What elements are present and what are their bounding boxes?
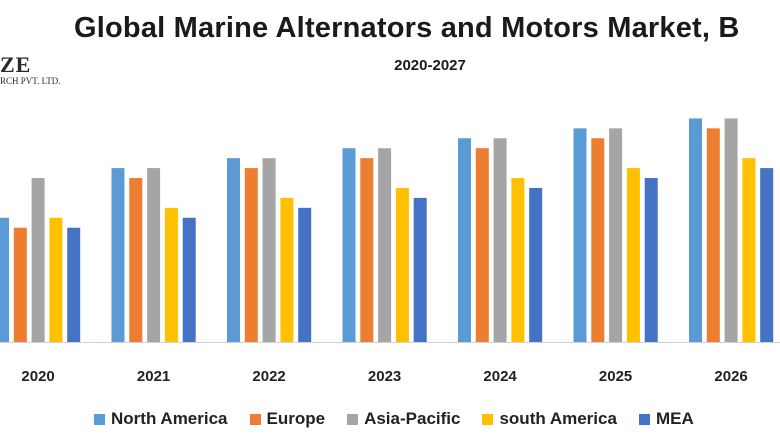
bar-2023-north-america	[342, 148, 356, 342]
legend-swatch	[249, 413, 261, 425]
legend-label: Asia-Pacific	[364, 409, 461, 428]
bar-2025-south-america	[626, 168, 640, 342]
bar-2024-europe	[475, 148, 489, 342]
chart-legend: North America Europe Asia-Pacific south Ame…	[94, 409, 716, 429]
bar-2022-mea	[298, 207, 312, 342]
legend-label: North America	[111, 409, 228, 428]
bar-2020-south-america	[49, 217, 63, 342]
bar-2021-asia-pacific	[147, 168, 161, 342]
legend-item-south-america: south America	[482, 409, 617, 429]
bar-2024-asia-pacific	[493, 138, 507, 342]
legend-swatch	[347, 413, 359, 425]
legend-item-mea: MEA	[638, 409, 694, 429]
legend-label: Europe	[266, 409, 326, 428]
bar-2025-asia-pacific	[609, 128, 623, 342]
x-tick-label: 2024	[483, 368, 517, 385]
bar-2026-europe	[706, 128, 720, 342]
legend-label: south America	[499, 409, 617, 428]
company-logo: ZE RCH PVT. LTD.	[0, 52, 61, 87]
bar-2022-europe	[244, 168, 258, 342]
logo-text-line2: RCH PVT. LTD.	[0, 76, 61, 86]
bar-2025-mea	[644, 178, 658, 342]
bar-2023-asia-pacific	[378, 148, 392, 342]
bar-2022-south-america	[280, 197, 294, 342]
chart-subtitle: 2020-2027	[394, 57, 466, 74]
x-tick-label: 2020	[21, 368, 54, 385]
x-tick-label: 2021	[137, 368, 170, 385]
bar-2023-europe	[360, 158, 374, 342]
bar-2023-south-america	[395, 187, 409, 342]
bar-2023-mea	[413, 197, 427, 342]
legend-item-north-america: North America	[94, 409, 228, 429]
bar-2020-mea	[67, 227, 81, 342]
bar-2021-south-america	[164, 207, 178, 342]
logo-text-line1: ZE	[0, 52, 32, 77]
bar-2022-asia-pacific	[262, 158, 276, 342]
bar-2024-mea	[529, 187, 543, 342]
bar-2024-north-america	[458, 138, 471, 342]
x-tick-label: 2023	[368, 368, 401, 385]
bar-2025-europe	[591, 138, 605, 342]
bar-2026-south-america	[742, 158, 756, 342]
bar-2021-north-america	[111, 168, 125, 342]
bar-2026-asia-pacific	[724, 118, 738, 342]
legend-item-europe: Europe	[249, 409, 326, 429]
chart-title: Global Marine Alternators and Motors Mar…	[74, 12, 740, 44]
x-tick-label: 2022	[252, 368, 285, 385]
x-tick-label: 2025	[599, 368, 632, 385]
bar-2020-europe	[13, 227, 27, 342]
legend-swatch	[482, 413, 494, 425]
legend-label: MEA	[655, 409, 694, 428]
x-tick-label: 2026	[714, 368, 747, 385]
bar-2022-north-america	[227, 158, 240, 342]
legend-swatch	[638, 413, 650, 425]
bar-2020-asia-pacific	[31, 178, 45, 342]
bar-2021-mea	[182, 217, 196, 342]
bar-2024-south-america	[511, 178, 525, 342]
legend-item-asia-pacific: Asia-Pacific	[347, 409, 460, 429]
bar-2026-mea	[760, 168, 774, 342]
bar-2025-north-america	[573, 128, 587, 342]
legend-swatch	[94, 413, 105, 425]
bar-2026-north-america	[689, 118, 702, 342]
bar-2020-north-america	[0, 217, 9, 342]
bar-2021-europe	[129, 178, 143, 342]
